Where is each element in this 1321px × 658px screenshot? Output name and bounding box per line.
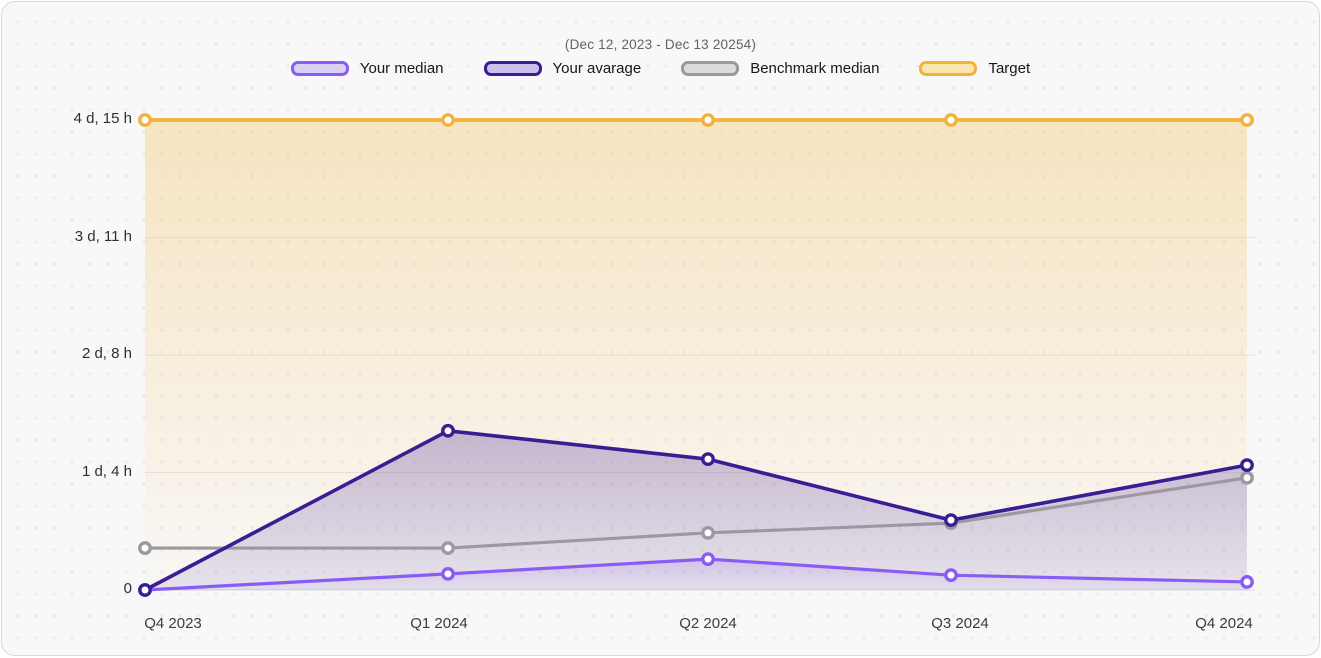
x-axis-tick-label: Q4 2024: [1195, 615, 1253, 632]
benchmark-median-data-point-marker[interactable]: [138, 541, 152, 555]
benchmark-median-data-point-marker[interactable]: [1240, 470, 1254, 485]
your-median-data-point-marker[interactable]: [701, 552, 715, 566]
legend-label: Target: [988, 60, 1031, 77]
x-axis-tick-label: Q2 2024: [679, 615, 737, 632]
target-data-point-marker[interactable]: [1240, 113, 1254, 127]
your-average-data-point-marker[interactable]: [441, 423, 455, 438]
target-data-point-marker[interactable]: [138, 113, 152, 127]
legend-label: Your avarage: [552, 60, 642, 77]
legend-label: Benchmark median: [750, 60, 880, 77]
x-axis-tick-label: Q3 2024: [931, 615, 989, 632]
legend-swatch-icon: [290, 61, 349, 76]
chart-title: (Dec 12, 2023 - Dec 13 20254): [564, 37, 757, 52]
your-median-data-point-marker[interactable]: [944, 568, 958, 583]
benchmark-median-data-point-marker[interactable]: [701, 525, 715, 540]
legend-item-target[interactable]: Target: [919, 60, 1030, 77]
benchmark-median-data-point-marker[interactable]: [441, 541, 455, 555]
y-axis-tick-label: 0: [123, 580, 132, 597]
x-axis-tick-label: Q1 2024: [410, 615, 468, 632]
your-average-data-point-marker[interactable]: [138, 583, 152, 597]
chart-legend: Your median Your avarage Benchmark median T…: [2, 60, 1319, 77]
target-data-point-marker[interactable]: [944, 113, 958, 127]
legend-swatch-icon: [483, 61, 542, 76]
y-axis-tick-label: 1 d, 4 h: [81, 462, 132, 480]
y-axis-tick-label: 2 d, 8 h: [81, 345, 132, 362]
y-axis-tick-label: 4 d, 15 h: [73, 110, 132, 127]
your-average-data-point-marker[interactable]: [944, 513, 958, 528]
legend-swatch-icon: [919, 61, 978, 76]
legend-item-your-median[interactable]: Your median: [290, 60, 444, 77]
your-median-data-point-marker[interactable]: [441, 567, 455, 581]
legend-item-your-avarage[interactable]: Your avarage: [483, 60, 642, 77]
y-axis-tick-label: 3 d, 11 h: [74, 227, 132, 245]
x-axis-tick-label: Q4 2023: [144, 615, 202, 632]
your-average-area: [145, 430, 1247, 590]
your-average-data-point-marker[interactable]: [701, 452, 715, 467]
your-median-data-point-marker[interactable]: [1240, 575, 1254, 589]
your-average-data-point-marker[interactable]: [1240, 458, 1254, 472]
target-data-point-marker[interactable]: [701, 113, 715, 127]
target-data-point-marker[interactable]: [441, 113, 455, 127]
legend-item-benchmark-median[interactable]: Benchmark median: [681, 60, 879, 77]
legend-swatch-icon: [681, 61, 740, 76]
legend-label: Your median: [359, 60, 444, 77]
